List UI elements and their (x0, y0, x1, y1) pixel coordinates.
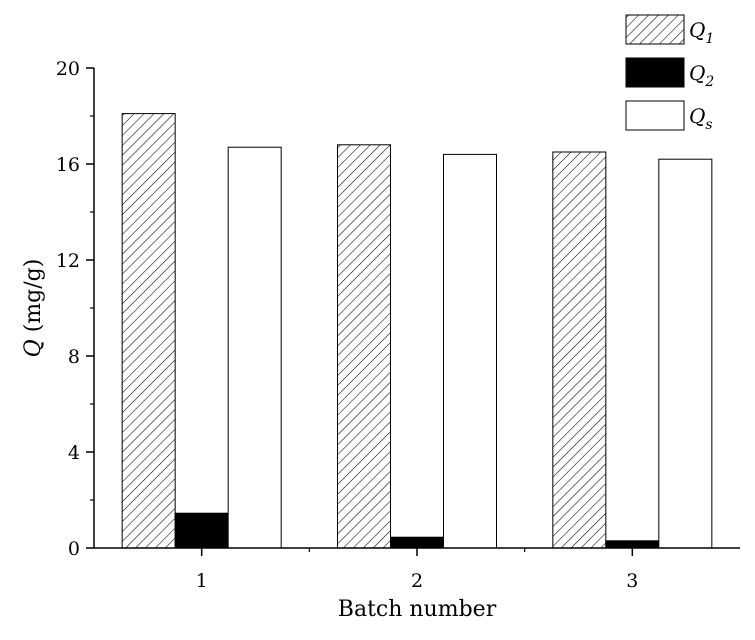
bars-layer (121, 113, 713, 549)
legend-label-main: Q (689, 18, 705, 42)
y-tick-label: 12 (56, 250, 80, 272)
bar-q2-batch-1 (174, 512, 229, 549)
bar-q1-batch-2 (337, 144, 391, 549)
y-ticks-layer: 0 4 8 12 16 20 (56, 58, 94, 560)
legend-label-main: Q (689, 104, 705, 128)
legend-label-qs: Qs (689, 104, 713, 133)
x-tick-label: 2 (411, 570, 423, 592)
bar-qs-batch-2 (443, 153, 497, 549)
legend-label-subscript: 2 (704, 74, 714, 90)
y-axis-title: Q (mg/g) (21, 259, 46, 358)
y-tick-label: 20 (56, 58, 80, 80)
legend-label-q2: Q2 (689, 61, 714, 90)
bar-qs-batch-1 (227, 146, 282, 549)
bar-q1-batch-1 (121, 113, 176, 549)
x-tick-label: 3 (626, 570, 638, 592)
y-tick-label: 8 (68, 346, 80, 368)
bar-q2-batch-2 (390, 536, 444, 549)
legend-swatch-q1 (625, 14, 685, 45)
y-axis-title-variable: Q (21, 339, 46, 357)
legend-label-subscript: s (705, 117, 712, 133)
legend-swatch-q2 (625, 57, 685, 88)
legend-label-subscript: 1 (705, 31, 714, 47)
bar-q1-batch-3 (552, 151, 607, 549)
y-tick-label: 16 (56, 154, 80, 176)
y-axis-title-unit: (mg/g) (21, 259, 46, 340)
bar-qs-batch-3 (658, 158, 713, 549)
y-tick-label: 0 (68, 538, 80, 560)
y-tick-label: 4 (68, 442, 80, 464)
x-axis-title: Batch number (338, 597, 497, 622)
legend-swatch-qs (625, 100, 685, 131)
legend-label-main: Q (689, 61, 705, 85)
x-tick-label: 1 (196, 570, 208, 592)
x-ticks-layer: 1 2 3 (196, 548, 638, 592)
bar-q2-batch-3 (605, 540, 660, 549)
legend-label-q1: Q1 (689, 18, 714, 47)
